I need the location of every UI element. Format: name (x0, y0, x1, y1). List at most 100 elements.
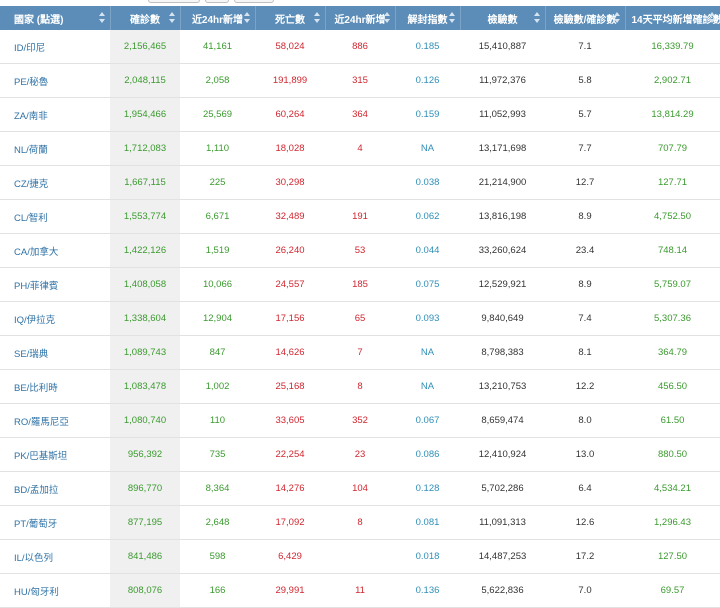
cell-country[interactable]: PE/秘魯 (0, 64, 110, 98)
cell-ratio: 12.2 (545, 370, 625, 404)
cell-deaths24: 352 (325, 404, 395, 438)
cell-tests: 21,214,900 (460, 166, 545, 200)
cell-ratio: 5.7 (545, 98, 625, 132)
cell-deaths24: 4 (325, 132, 395, 166)
header-avg14[interactable]: 14天平均新增確診數 (625, 6, 720, 30)
cell-unlock: 0.185 (395, 30, 460, 64)
header-deaths[interactable]: 死亡數 (255, 6, 325, 30)
cell-ratio: 8.9 (545, 200, 625, 234)
cell-deaths24: 23 (325, 438, 395, 472)
header-deaths24-label: 近24hr新增 (334, 15, 385, 26)
cell-country[interactable]: ID/印尼 (0, 30, 110, 64)
cell-confirmed: 877,195 (110, 506, 180, 540)
cell-confirmed: 841,486 (110, 540, 180, 574)
cell-country[interactable]: IL/以色列 (0, 540, 110, 574)
cell-deaths24: 185 (325, 268, 395, 302)
cell-deaths24: 364 (325, 98, 395, 132)
cell-avg14: 707.79 (625, 132, 720, 166)
cell-deaths: 26,240 (255, 234, 325, 268)
cell-country[interactable]: CL/智利 (0, 200, 110, 234)
cell-ratio: 13.0 (545, 438, 625, 472)
cell-new24: 225 (180, 166, 255, 200)
cell-deaths: 18,028 (255, 132, 325, 166)
toolbar-button-2[interactable] (205, 0, 229, 3)
cell-confirmed: 1,667,115 (110, 166, 180, 200)
cell-avg14: 13,814.29 (625, 98, 720, 132)
cell-country[interactable]: PT/葡萄牙 (0, 506, 110, 540)
cell-confirmed: 1,083,478 (110, 370, 180, 404)
cell-country[interactable]: PK/巴基斯坦 (0, 438, 110, 472)
header-country[interactable]: 國家 (點選) (0, 6, 110, 30)
cell-tests: 11,052,993 (460, 98, 545, 132)
cell-avg14: 4,752.50 (625, 200, 720, 234)
cell-ratio: 7.1 (545, 30, 625, 64)
cell-deaths24: 886 (325, 30, 395, 64)
cell-deaths: 60,264 (255, 98, 325, 132)
toolbar-button-3[interactable] (234, 0, 274, 3)
cell-deaths: 24,557 (255, 268, 325, 302)
cell-confirmed: 1,712,083 (110, 132, 180, 166)
cell-deaths24: 65 (325, 302, 395, 336)
cell-tests: 9,840,649 (460, 302, 545, 336)
cell-avg14: 748.14 (625, 234, 720, 268)
cell-unlock: NA (395, 370, 460, 404)
cell-deaths: 14,626 (255, 336, 325, 370)
cell-unlock: 0.044 (395, 234, 460, 268)
cell-tests: 8,798,383 (460, 336, 545, 370)
cell-deaths: 25,168 (255, 370, 325, 404)
cell-new24: 10,066 (180, 268, 255, 302)
cell-tests: 13,210,753 (460, 370, 545, 404)
cell-country[interactable]: RO/羅馬尼亞 (0, 404, 110, 438)
cell-country[interactable]: BE/比利時 (0, 370, 110, 404)
cell-tests: 5,702,286 (460, 472, 545, 506)
cell-country[interactable]: NL/荷蘭 (0, 132, 110, 166)
cell-confirmed: 2,048,115 (110, 64, 180, 98)
header-deaths24[interactable]: 近24hr新增 (325, 6, 395, 30)
cell-country[interactable]: SE/瑞典 (0, 336, 110, 370)
header-unlock[interactable]: 解封指數 (395, 6, 460, 30)
cell-unlock: NA (395, 132, 460, 166)
cell-deaths24: 11 (325, 574, 395, 608)
cell-confirmed: 896,770 (110, 472, 180, 506)
cell-confirmed: 1,408,058 (110, 268, 180, 302)
cell-unlock: NA (395, 336, 460, 370)
header-tests[interactable]: 檢驗數 (460, 6, 545, 30)
sort-icon (614, 12, 620, 24)
cell-deaths: 14,276 (255, 472, 325, 506)
header-ratio[interactable]: 檢驗數/確診數 (545, 6, 625, 30)
cell-avg14: 4,534.21 (625, 472, 720, 506)
cell-confirmed: 956,392 (110, 438, 180, 472)
cell-country[interactable]: IQ/伊拉克 (0, 302, 110, 336)
cell-deaths: 22,254 (255, 438, 325, 472)
cell-ratio: 5.8 (545, 64, 625, 98)
sort-icon (449, 12, 455, 24)
cell-new24: 12,904 (180, 302, 255, 336)
header-unlock-label: 解封指數 (408, 15, 448, 26)
cell-confirmed: 1,080,740 (110, 404, 180, 438)
cell-ratio: 8.1 (545, 336, 625, 370)
cell-ratio: 12.7 (545, 166, 625, 200)
header-tests-label: 檢驗數 (488, 15, 518, 26)
cell-country[interactable]: CZ/捷克 (0, 166, 110, 200)
cell-country[interactable]: BD/孟加拉 (0, 472, 110, 506)
cell-ratio: 23.4 (545, 234, 625, 268)
header-confirmed[interactable]: 確診數 (110, 6, 180, 30)
cell-confirmed: 808,076 (110, 574, 180, 608)
cell-country[interactable]: CA/加拿大 (0, 234, 110, 268)
cell-deaths: 33,605 (255, 404, 325, 438)
cell-deaths24: 315 (325, 64, 395, 98)
cell-country[interactable]: PH/菲律賓 (0, 268, 110, 302)
toolbar-button-1[interactable] (148, 0, 200, 3)
cell-country[interactable]: HU/匈牙利 (0, 574, 110, 608)
cell-ratio: 8.0 (545, 404, 625, 438)
header-new24[interactable]: 近24hr新增 (180, 6, 255, 30)
cell-unlock: 0.126 (395, 64, 460, 98)
cell-country[interactable]: ZA/南非 (0, 98, 110, 132)
